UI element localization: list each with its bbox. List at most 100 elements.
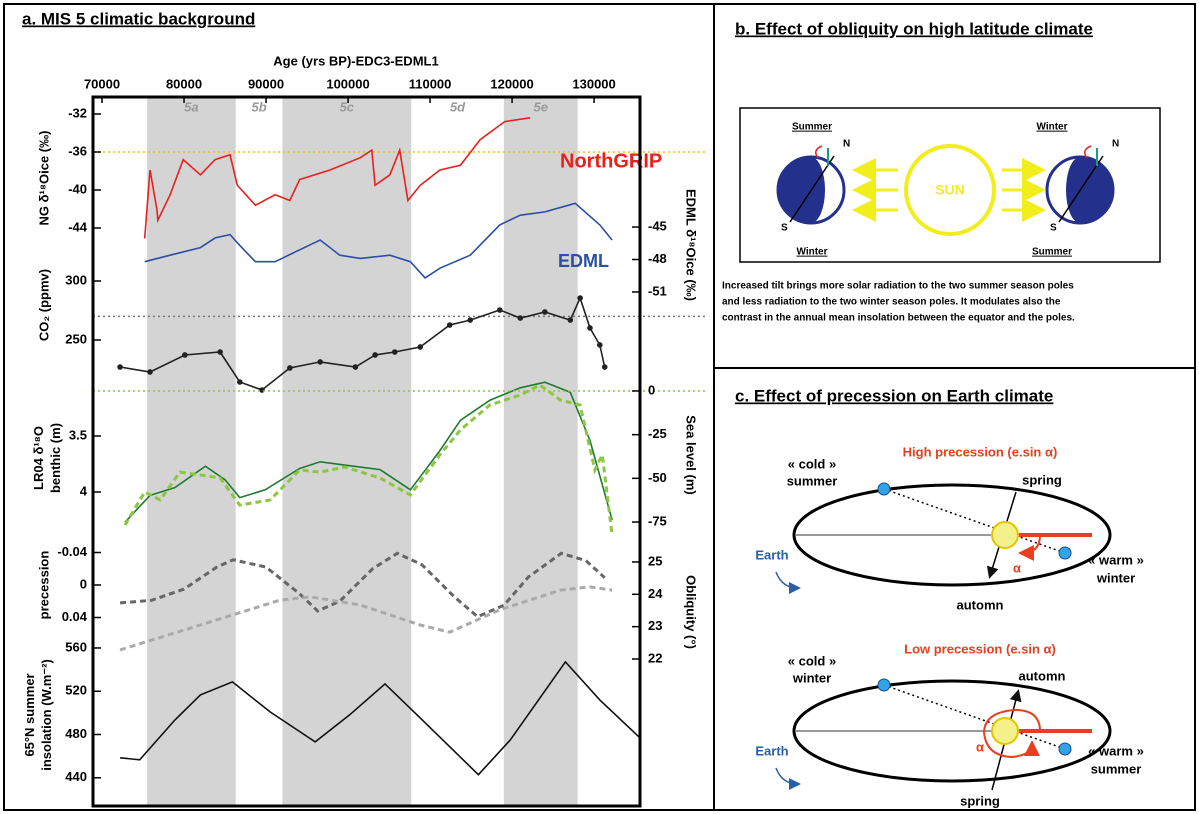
stage-label: 5d (450, 99, 466, 114)
season-line (883, 684, 1066, 750)
data-point (236, 379, 243, 385)
earth-label: Earth (755, 743, 788, 758)
data-point (352, 364, 359, 370)
x-axis-label: Age (yrs BP)-EDC3-EDML1 (273, 53, 438, 68)
y-tick-label: -44 (68, 219, 88, 234)
y-tick-label: 520 (65, 683, 87, 698)
pole-label: S (781, 223, 788, 234)
data-point (577, 295, 583, 301)
data-point (372, 352, 378, 358)
y-tick-label: 24 (648, 586, 663, 601)
earth-shade (778, 157, 825, 223)
season-label: spring (1022, 472, 1062, 487)
data-point (287, 365, 293, 371)
y-tick-label: 560 (65, 639, 87, 654)
series-line (119, 551, 606, 619)
stage-label: 5a (184, 99, 198, 114)
data-point (446, 322, 453, 328)
data-point (117, 364, 123, 370)
y-tick-label: -48 (648, 251, 667, 266)
data-point (147, 369, 153, 375)
y-tick-label: -36 (68, 143, 87, 158)
earth-label: Earth (755, 547, 788, 562)
data-point (542, 309, 548, 315)
data-point (391, 349, 398, 355)
outer-frame (3, 3, 1196, 811)
orbit-direction (775, 571, 801, 594)
y-tick-label: -0.04 (57, 544, 87, 559)
y-tick-label: 25 (648, 553, 662, 568)
x-tick-label: 100000 (326, 76, 369, 91)
pole-label: N (1112, 139, 1119, 150)
season-label: « warm » (1088, 743, 1144, 758)
y-tick-label: -51 (648, 283, 667, 298)
season-label: « cold » (788, 456, 836, 471)
alpha-label: α (976, 739, 984, 754)
y-axis-label: LR04 δ¹⁸O (31, 426, 46, 490)
panel-title: c. Effect of precession on Earth climate (735, 386, 1053, 405)
season-label: Summer (792, 122, 832, 133)
season-label: winter (1096, 570, 1135, 585)
series-line (123, 383, 614, 536)
y-axis-label: 65°N summer (22, 673, 37, 756)
diagram-title: High precession (e.sin α) (903, 444, 1058, 459)
season-line (883, 488, 1066, 554)
panel-title: b. Effect of obliquity on high latitude … (735, 19, 1093, 38)
alpha-arc (1018, 534, 1041, 561)
stage-band (503, 97, 578, 806)
series-line (119, 295, 606, 391)
y-tick-label: 3.5 (69, 427, 87, 442)
earth (1058, 546, 1072, 560)
sun (991, 521, 1019, 549)
season-label: automn (1019, 668, 1066, 683)
season-label: summer (787, 473, 838, 488)
y-axis-label: insolation (W.m⁻²) (39, 659, 54, 771)
y-axis-label: benthic (m) (48, 423, 63, 493)
season-label: Winter (1036, 122, 1067, 133)
earth-shade (1066, 157, 1113, 223)
y-tick-label: -25 (648, 426, 667, 441)
orbit-direction (775, 767, 801, 790)
data-point (467, 317, 474, 323)
y-tick-label: 250 (65, 331, 87, 346)
orbit (792, 483, 1112, 587)
plot-frame (91, 95, 642, 808)
y-tick-label: 480 (65, 726, 87, 741)
y-tick-label: 22 (648, 650, 662, 665)
y-tick-label: -45 (648, 218, 667, 233)
series-line (143, 117, 531, 239)
diagram-box (739, 107, 1161, 263)
caption-line: and less radiation to the two winter sea… (722, 297, 1061, 308)
stage-label: 5b (251, 99, 266, 114)
series-label: EDML (558, 251, 609, 271)
x-tick-label: 70000 (84, 76, 120, 91)
season-label: « cold » (788, 653, 836, 668)
data-point (317, 359, 323, 365)
data-point (217, 349, 223, 355)
x-tick-label: 80000 (166, 76, 202, 91)
obliquity-diagram: Summer N S Winter SUN Winter N S Summer (739, 107, 1161, 263)
stage-band (147, 97, 236, 806)
precession-low: « cold » winter Low precession (e.sin α)… (755, 641, 1143, 808)
panel-a-plot: 5a 5b 5c 5d 5e 70000 80000 90000 100000 110000 120… (22, 76, 705, 808)
caption-line: contrast in the annual mean insolation b… (722, 313, 1075, 324)
y-axis-label: Obliquity (°) (684, 575, 699, 649)
season-label: « warm » (1088, 552, 1144, 567)
y-tick-label: 0 (80, 576, 87, 591)
alpha-label: α (1013, 560, 1021, 575)
y-tick-label: 300 (65, 272, 87, 287)
series-line (120, 660, 641, 776)
y-tick-label: -50 (648, 470, 667, 485)
sun (904, 144, 996, 236)
data-point (601, 364, 608, 370)
series-line (144, 202, 613, 279)
y-axis-label: Sea level (m) (684, 415, 699, 495)
series-line (119, 585, 613, 652)
y-axis-label: NG δ¹⁸Oice (‰) (36, 131, 51, 226)
data-point (517, 315, 524, 321)
data-point (597, 342, 603, 348)
orbit (792, 679, 1112, 783)
season-label: spring (960, 793, 1000, 808)
season-label: Summer (1032, 247, 1072, 258)
